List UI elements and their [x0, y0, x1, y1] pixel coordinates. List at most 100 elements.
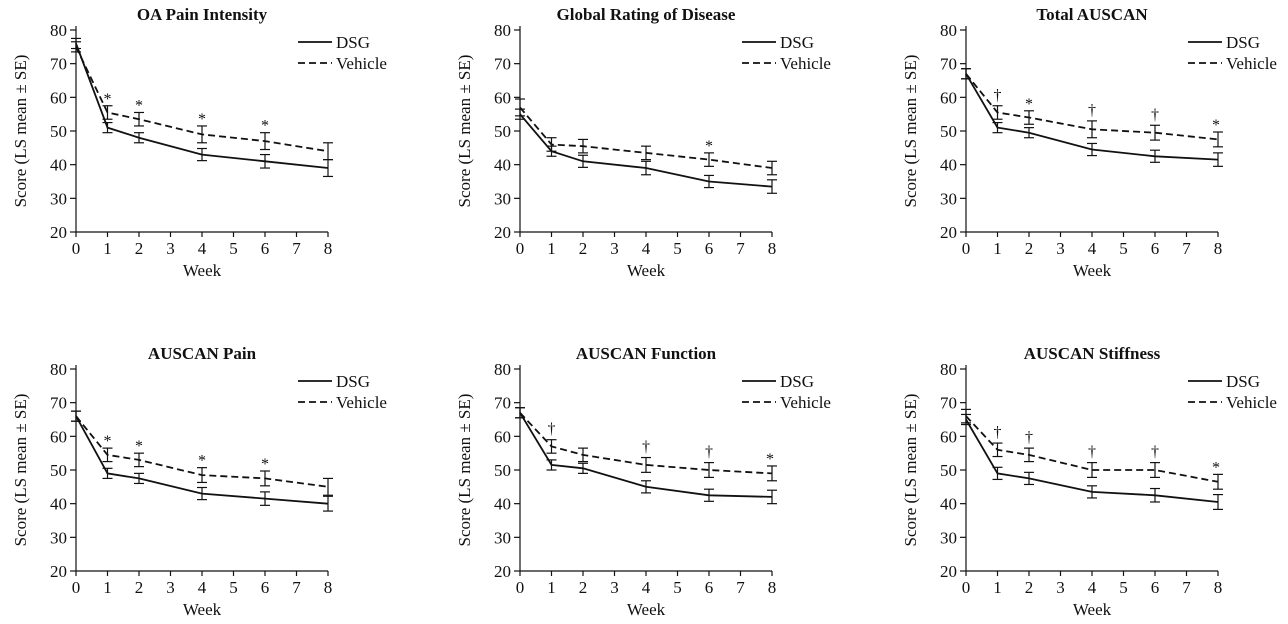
x-tick-label: 3	[1056, 239, 1065, 258]
x-tick-label: 0	[962, 239, 971, 258]
significance-marker: *	[1212, 117, 1220, 134]
x-tick-label: 4	[642, 578, 651, 597]
x-tick-label: 1	[993, 239, 1002, 258]
significance-marker: †	[548, 421, 556, 438]
y-tick-label: 20	[494, 223, 511, 242]
y-axis-label: Score (LS mean ± SE)	[901, 394, 920, 547]
x-tick-label: 5	[229, 578, 238, 597]
y-tick-label: 70	[940, 55, 957, 74]
x-tick-label: 2	[579, 578, 588, 597]
y-tick-label: 80	[50, 21, 67, 40]
y-tick-label: 40	[50, 156, 67, 175]
y-tick-label: 50	[494, 461, 511, 480]
legend-label-dsg: DSG	[336, 33, 370, 52]
y-tick-label: 50	[940, 122, 957, 141]
y-tick-label: 50	[940, 461, 957, 480]
chart-panel-6: AUSCAN Stiffness 20 30 40 50 60 70 80 0 1 2 3 4 5 6 7 8 W…	[901, 344, 1277, 619]
x-tick-label: 7	[736, 239, 745, 258]
x-tick-label: 4	[1088, 578, 1097, 597]
significance-marker: †	[705, 444, 713, 461]
x-tick-label: 6	[261, 239, 270, 258]
y-tick-label: 60	[50, 427, 67, 446]
x-tick-label: 6	[261, 578, 270, 597]
x-axis-label: Week	[627, 261, 666, 280]
x-axis-label: Week	[1073, 600, 1112, 619]
x-tick-label: 7	[1182, 239, 1191, 258]
y-tick-label: 80	[940, 21, 957, 40]
x-tick-label: 4	[198, 578, 207, 597]
significance-marker: *	[198, 453, 206, 470]
x-tick-label: 1	[993, 578, 1002, 597]
x-tick-label: 2	[1025, 578, 1034, 597]
x-tick-label: 6	[1151, 578, 1160, 597]
x-tick-label: 7	[1182, 578, 1191, 597]
y-tick-label: 50	[494, 122, 511, 141]
y-tick-label: 60	[50, 88, 67, 107]
significance-marker: †	[1025, 429, 1033, 446]
x-tick-label: 5	[673, 239, 682, 258]
y-tick-label: 50	[50, 122, 67, 141]
x-tick-label: 4	[198, 239, 207, 258]
x-tick-label: 6	[1151, 239, 1160, 258]
chart-title: AUSCAN Pain	[148, 344, 257, 363]
x-tick-label: 3	[166, 578, 175, 597]
x-tick-label: 6	[705, 578, 714, 597]
significance-marker: *	[198, 111, 206, 128]
x-tick-label: 3	[610, 578, 619, 597]
significance-marker: *	[1212, 459, 1220, 476]
y-tick-label: 20	[50, 223, 67, 242]
x-tick-label: 5	[1119, 578, 1128, 597]
y-axis-label: Score (LS mean ± SE)	[455, 394, 474, 547]
y-tick-label: 30	[494, 528, 511, 547]
x-tick-label: 1	[547, 239, 556, 258]
y-axis-label: Score (LS mean ± SE)	[11, 55, 30, 208]
x-tick-label: 8	[324, 239, 333, 258]
x-axis-label: Week	[183, 600, 222, 619]
y-tick-label: 40	[494, 156, 511, 175]
significance-marker: *	[766, 451, 774, 468]
x-tick-label: 5	[1119, 239, 1128, 258]
legend-label-dsg: DSG	[1226, 372, 1260, 391]
chart-title: OA Pain Intensity	[137, 5, 268, 24]
y-tick-label: 30	[50, 528, 67, 547]
legend-label-dsg: DSG	[780, 372, 814, 391]
x-axis-label: Week	[183, 261, 222, 280]
x-tick-label: 0	[72, 239, 81, 258]
y-tick-label: 70	[494, 394, 511, 413]
significance-marker: †	[1151, 444, 1159, 461]
x-tick-label: 7	[736, 578, 745, 597]
y-axis-label: Score (LS mean ± SE)	[11, 394, 30, 547]
significance-marker: *	[135, 97, 143, 114]
x-tick-label: 1	[103, 239, 112, 258]
x-tick-label: 8	[1214, 578, 1223, 597]
chart-title: Total AUSCAN	[1036, 5, 1148, 24]
y-tick-label: 60	[940, 88, 957, 107]
y-tick-label: 80	[50, 360, 67, 379]
x-tick-label: 0	[962, 578, 971, 597]
y-tick-label: 70	[494, 55, 511, 74]
x-tick-label: 8	[324, 578, 333, 597]
significance-marker: †	[1088, 444, 1096, 461]
x-tick-label: 4	[1088, 239, 1097, 258]
x-tick-label: 8	[768, 578, 777, 597]
significance-marker: *	[261, 456, 269, 473]
legend-label-vehicle: Vehicle	[1226, 54, 1277, 73]
y-axis-label: Score (LS mean ± SE)	[901, 55, 920, 208]
chart-title: AUSCAN Stiffness	[1024, 344, 1161, 363]
y-axis-label: Score (LS mean ± SE)	[455, 55, 474, 208]
y-tick-label: 60	[494, 88, 511, 107]
x-tick-label: 3	[1056, 578, 1065, 597]
significance-marker: †	[994, 424, 1002, 441]
x-tick-label: 8	[1214, 239, 1223, 258]
chart-panel-2: Global Rating of Disease 20 30 40 50 60 70 80 0 1…	[455, 5, 831, 280]
y-tick-label: 40	[494, 495, 511, 514]
x-tick-label: 4	[642, 239, 651, 258]
x-tick-label: 2	[135, 239, 144, 258]
x-tick-label: 2	[579, 239, 588, 258]
legend-label-vehicle: Vehicle	[336, 393, 387, 412]
y-tick-label: 60	[940, 427, 957, 446]
significance-marker: †	[994, 87, 1002, 104]
y-tick-label: 50	[50, 461, 67, 480]
y-tick-label: 20	[494, 562, 511, 581]
